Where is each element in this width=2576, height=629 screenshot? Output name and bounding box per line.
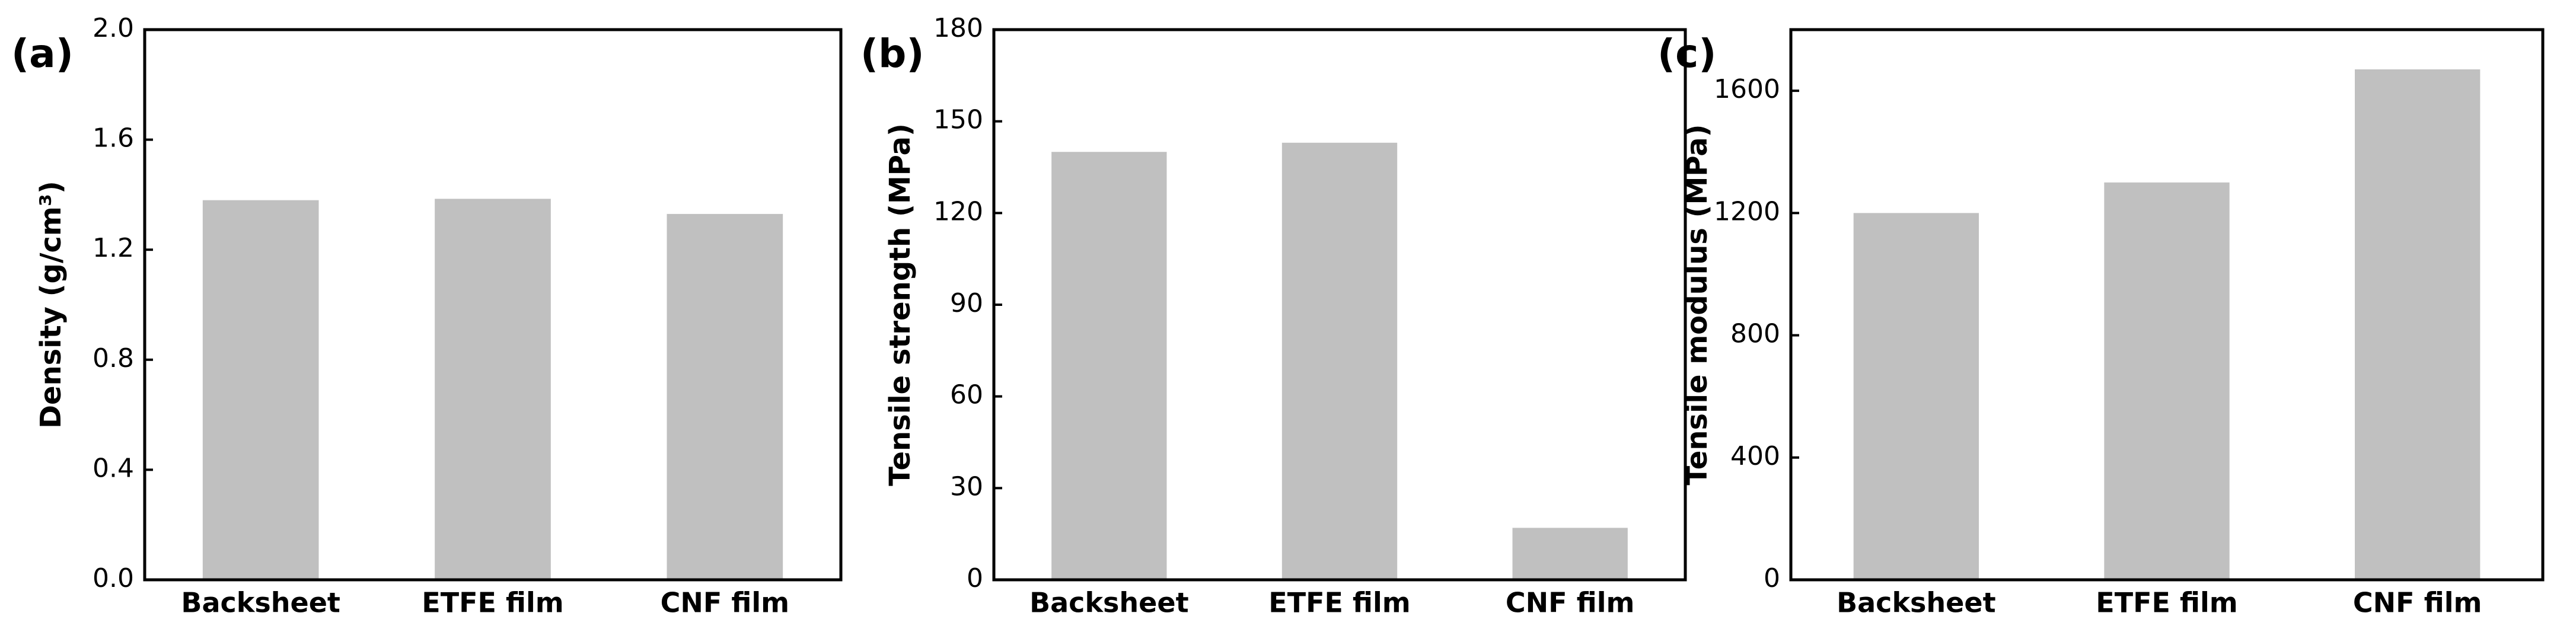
y-tick-label: 1.6 (93, 123, 134, 154)
bar (1051, 152, 1167, 580)
y-axis-label: Density (g/cm³) (34, 181, 68, 429)
y-tick-label: 0.0 (93, 563, 134, 593)
x-tick-label: ETFE film (1268, 587, 1410, 619)
y-axis-label: Tensile modulus (MPa) (1681, 124, 1714, 485)
x-tick-label: ETFE film (422, 587, 563, 619)
y-tick-label: 30 (950, 471, 983, 502)
y-tick-label: 1.2 (93, 233, 134, 263)
y-tick-label: 60 (950, 380, 983, 410)
y-tick-label: 120 (933, 196, 983, 226)
panel-label: (b) (860, 31, 924, 76)
bar (2355, 69, 2481, 580)
x-tick-label: Backsheet (1837, 587, 1995, 619)
plot-frame (143, 28, 843, 582)
y-tick-label: 800 (1730, 319, 1780, 349)
y-tick-label: 0 (967, 563, 983, 593)
y-tick-label: 2.0 (93, 13, 134, 43)
bar (667, 213, 783, 580)
y-tick-label: 1200 (1714, 196, 1780, 226)
y-tick-label: 90 (950, 288, 983, 318)
y-tick-label: 0 (1764, 563, 1780, 593)
bar (2104, 182, 2230, 580)
x-tick-label: CNF film (2353, 587, 2482, 619)
panel-label: (a) (11, 31, 74, 76)
x-tick-label: Backsheet (1029, 587, 1188, 619)
y-tick-label: 0.8 (93, 343, 134, 373)
x-tick-label: Backsheet (181, 587, 340, 619)
y-tick-label: 1600 (1714, 74, 1780, 104)
bar (202, 200, 319, 580)
x-tick-label: CNF film (661, 587, 790, 619)
x-tick-label: CNF film (1506, 587, 1635, 619)
y-axis-label: Tensile strength (MPa) (884, 123, 917, 486)
x-tick-label: ETFE film (2096, 587, 2237, 619)
panel-label: (c) (1657, 31, 1716, 76)
bar (1281, 142, 1398, 580)
y-tick-label: 180 (933, 13, 983, 43)
y-tick-label: 150 (933, 105, 983, 135)
y-tick-label: 0.4 (93, 453, 134, 483)
bar (435, 199, 551, 580)
plot-frame (1789, 28, 2545, 582)
bar (1512, 528, 1628, 580)
bar (1853, 213, 1979, 580)
plot-frame (992, 28, 1687, 582)
y-tick-label: 400 (1730, 441, 1780, 471)
